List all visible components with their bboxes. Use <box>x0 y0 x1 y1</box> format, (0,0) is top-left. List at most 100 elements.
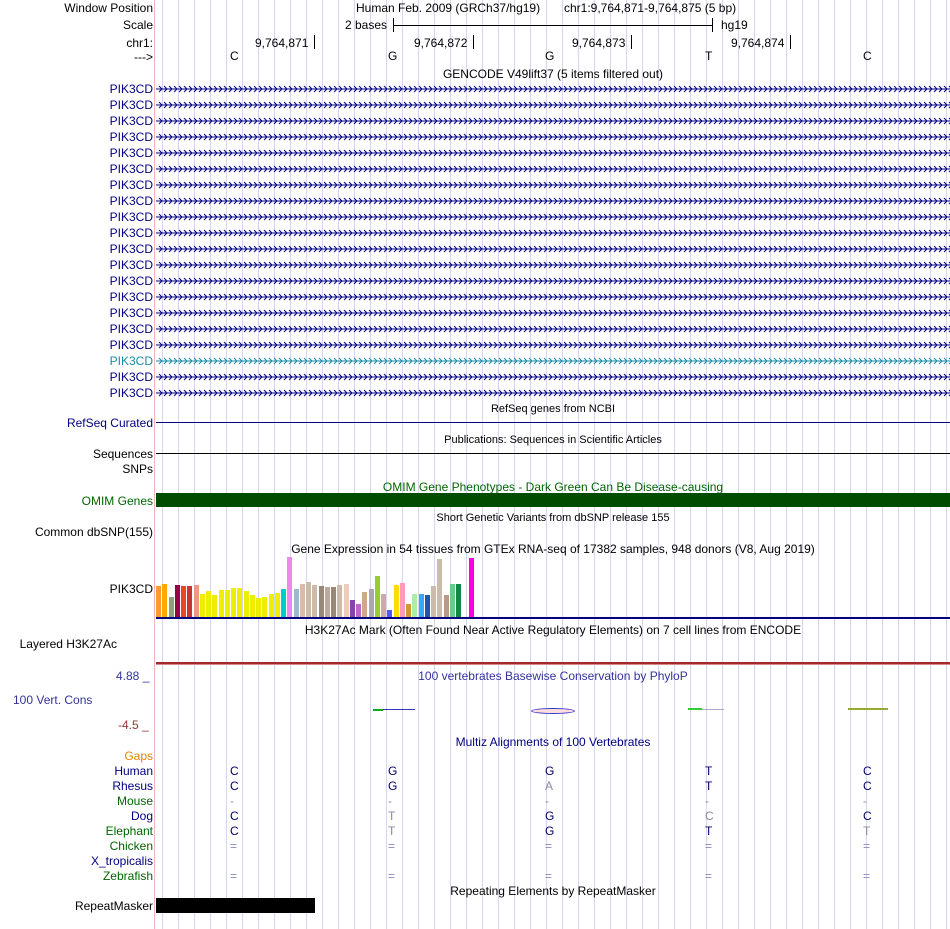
gencode-transcript-line[interactable] <box>156 131 950 143</box>
gtex-tissue-bar[interactable] <box>275 593 280 617</box>
gtex-tissue-bar[interactable] <box>450 584 455 617</box>
gencode-transcript-line[interactable] <box>156 387 950 399</box>
gtex-tissue-bar[interactable] <box>162 584 167 617</box>
gtex-tissue-bar[interactable] <box>306 582 311 617</box>
gtex-tissue-bar[interactable] <box>256 598 261 617</box>
gtex-tissue-bar[interactable] <box>244 591 249 617</box>
gencode-transcript-label[interactable]: PIK3CD <box>109 290 153 304</box>
gtex-tissue-bar[interactable] <box>381 594 386 617</box>
gtex-tissue-bar[interactable] <box>281 589 286 617</box>
gtex-track-label[interactable]: PIK3CD <box>109 582 153 596</box>
gencode-transcript-line[interactable] <box>156 275 950 287</box>
gtex-tissue-bar[interactable] <box>331 587 336 617</box>
gencode-transcript-line[interactable] <box>156 339 950 351</box>
species-label[interactable]: Dog <box>130 809 153 823</box>
gtex-tissue-bar[interactable] <box>431 586 436 617</box>
gencode-transcript-line[interactable] <box>156 355 950 367</box>
species-label[interactable]: Elephant <box>105 824 153 838</box>
gtex-tissue-bar[interactable] <box>225 590 230 617</box>
gencode-transcript-line[interactable] <box>156 163 950 175</box>
gencode-transcript-line[interactable] <box>156 147 950 159</box>
gencode-transcript-line[interactable] <box>156 371 950 383</box>
gtex-tissue-bar[interactable] <box>469 558 474 617</box>
gencode-transcript-label[interactable]: PIK3CD <box>109 130 153 144</box>
gencode-transcript-line[interactable] <box>156 323 950 335</box>
omim-feature-bar[interactable] <box>156 493 950 507</box>
gtex-tissue-bar[interactable] <box>319 586 324 617</box>
gencode-transcript-label[interactable]: PIK3CD <box>109 258 153 272</box>
gtex-tissue-bar[interactable] <box>350 600 355 617</box>
gtex-tissue-bar[interactable] <box>419 594 424 617</box>
h3k27ac-signal-line[interactable] <box>156 662 950 664</box>
gtex-tissue-bar[interactable] <box>356 604 361 617</box>
gtex-tissue-bar[interactable] <box>250 595 255 617</box>
gtex-tissue-bar[interactable] <box>181 586 186 617</box>
gencode-transcript-line[interactable] <box>156 211 950 223</box>
gencode-transcript-line[interactable] <box>156 83 950 95</box>
gencode-transcript-label[interactable]: PIK3CD <box>109 194 153 208</box>
gtex-tissue-bar[interactable] <box>325 587 330 617</box>
gencode-transcript-label[interactable]: PIK3CD <box>109 210 153 224</box>
species-label[interactable]: Chicken <box>109 839 153 853</box>
gtex-tissue-bar[interactable] <box>287 557 292 617</box>
gtex-tissue-bar[interactable] <box>294 589 299 617</box>
gencode-transcript-label[interactable]: PIK3CD <box>109 386 153 400</box>
gtex-tissue-bar[interactable] <box>437 559 442 617</box>
gtex-tissue-bar[interactable] <box>369 589 374 617</box>
gencode-transcript-label[interactable]: PIK3CD <box>109 338 153 352</box>
gencode-transcript-label[interactable]: PIK3CD <box>109 370 153 384</box>
gtex-tissue-bar[interactable] <box>206 591 211 617</box>
repeatmasker-track-label[interactable]: RepeatMasker <box>74 899 153 913</box>
phylop-track-label[interactable]: 100 Vert. Cons <box>13 693 93 707</box>
gtex-tissue-bar[interactable] <box>219 590 224 617</box>
gencode-transcript-line[interactable] <box>156 291 950 303</box>
species-label[interactable]: Rhesus <box>112 779 153 793</box>
gencode-transcript-label[interactable]: PIK3CD <box>109 322 153 336</box>
gencode-transcript-label[interactable]: PIK3CD <box>109 146 153 160</box>
gtex-bar-chart[interactable] <box>156 557 536 617</box>
publications-track-line[interactable] <box>156 453 950 454</box>
gtex-tissue-bar[interactable] <box>169 597 174 617</box>
publications-track-label[interactable]: Sequences <box>92 447 153 461</box>
gtex-tissue-bar[interactable] <box>387 610 392 617</box>
snps-track-label[interactable]: SNPs <box>122 462 153 476</box>
gencode-transcript-line[interactable] <box>156 115 950 127</box>
species-label[interactable]: Human <box>114 764 153 778</box>
gencode-transcript-label[interactable]: PIK3CD <box>109 98 153 112</box>
omim-track-label[interactable]: OMIM Genes <box>81 494 153 508</box>
gtex-tissue-bar[interactable] <box>312 585 317 617</box>
gencode-transcript-line[interactable] <box>156 195 950 207</box>
gtex-tissue-bar[interactable] <box>262 597 267 617</box>
gencode-transcript-label[interactable]: PIK3CD <box>109 114 153 128</box>
species-label[interactable]: Zebrafish <box>102 869 153 883</box>
gtex-tissue-bar[interactable] <box>269 594 274 617</box>
gtex-tissue-bar[interactable] <box>406 604 411 617</box>
gencode-transcript-label[interactable]: PIK3CD <box>109 242 153 256</box>
h3k27ac-track-label[interactable]: Layered H3K27Ac <box>19 637 117 651</box>
gencode-transcript-label[interactable]: PIK3CD <box>109 82 153 96</box>
gtex-tissue-bar[interactable] <box>237 588 242 617</box>
gencode-transcript-label[interactable]: PIK3CD <box>109 306 153 320</box>
gtex-tissue-bar[interactable] <box>212 595 217 617</box>
gencode-transcript-line[interactable] <box>156 99 950 111</box>
dbsnp-track-label[interactable]: Common dbSNP(155) <box>34 525 153 539</box>
gencode-transcript-label[interactable]: PIK3CD <box>109 274 153 288</box>
gtex-tissue-bar[interactable] <box>231 588 236 617</box>
gtex-tissue-bar[interactable] <box>300 584 305 617</box>
gtex-tissue-bar[interactable] <box>175 585 180 617</box>
gencode-transcript-label[interactable]: PIK3CD <box>109 226 153 240</box>
species-label[interactable]: X_tropicalis <box>90 854 153 868</box>
gencode-transcript-label[interactable]: PIK3CD <box>109 162 153 176</box>
gencode-transcript-line[interactable] <box>156 259 950 271</box>
gtex-tissue-bar[interactable] <box>400 583 405 617</box>
gtex-tissue-bar[interactable] <box>444 595 449 617</box>
species-label[interactable]: Mouse <box>116 794 153 808</box>
gtex-tissue-bar[interactable] <box>156 586 161 617</box>
gtex-tissue-bar[interactable] <box>200 594 205 617</box>
gencode-transcript-line[interactable] <box>156 243 950 255</box>
gencode-transcript-label[interactable]: PIK3CD <box>109 178 153 192</box>
refseq-track-label[interactable]: RefSeq Curated <box>66 416 153 430</box>
gencode-transcript-line[interactable] <box>156 307 950 319</box>
repeatmasker-feature[interactable] <box>156 898 315 913</box>
refseq-track-line[interactable] <box>156 422 950 423</box>
